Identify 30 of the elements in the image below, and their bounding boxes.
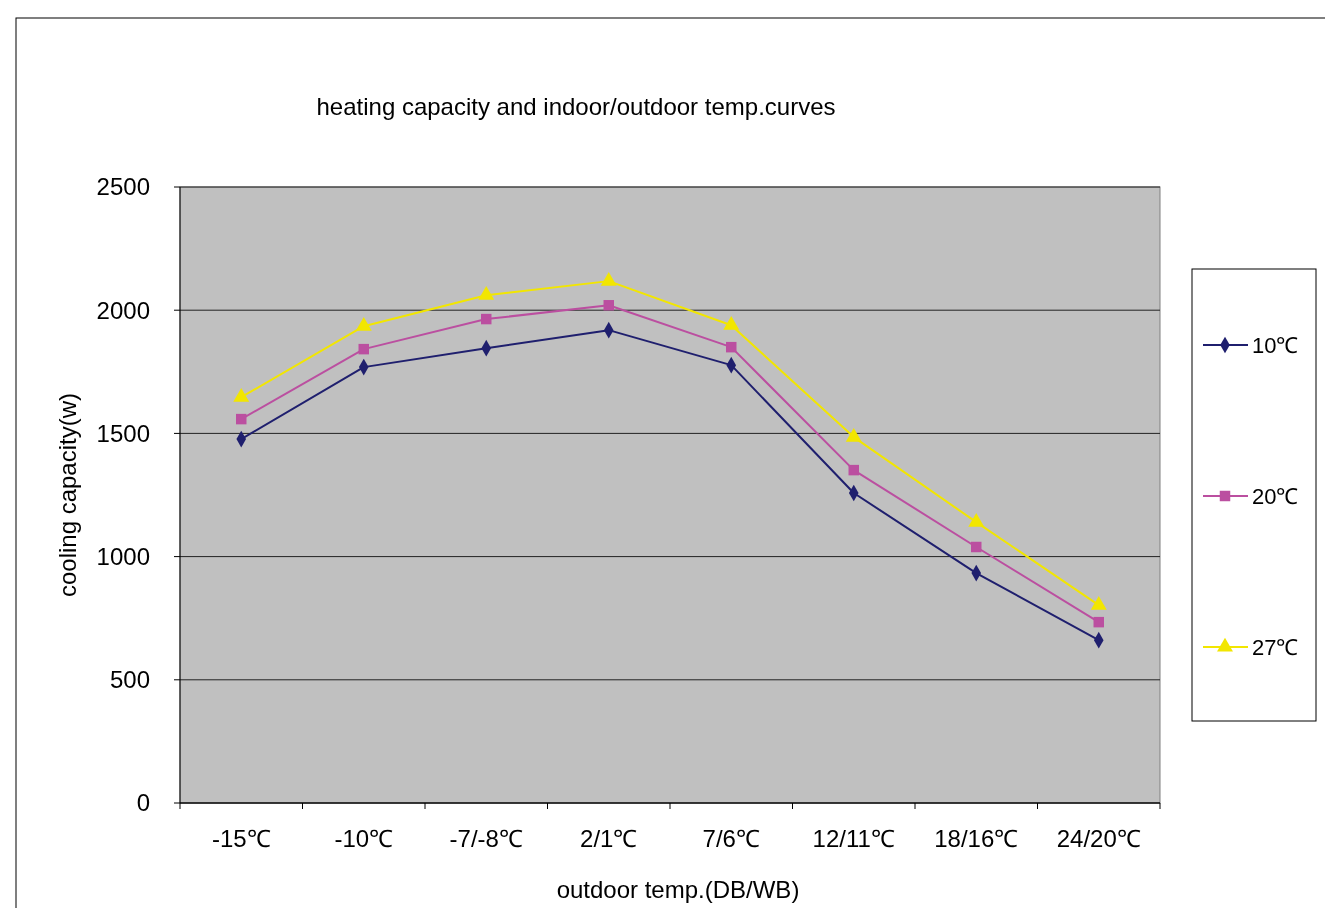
x-tick-label: 12/11℃	[812, 825, 895, 852]
point	[358, 343, 369, 355]
point	[723, 316, 740, 330]
x-tick-label: 2/1℃	[580, 825, 638, 852]
point	[1093, 616, 1104, 628]
y-tick-label: 0	[136, 789, 150, 817]
point	[971, 541, 982, 553]
x-tick-label: -10℃	[334, 825, 394, 852]
legend-label: 27℃	[1252, 634, 1299, 660]
point	[726, 341, 737, 353]
x-tick-label: -7/-8℃	[449, 825, 523, 852]
point	[848, 464, 859, 476]
y-tick-label: 2000	[96, 296, 150, 324]
point	[236, 413, 247, 425]
x-tick-label: -15℃	[211, 825, 271, 852]
x-tick-label: 7/6℃	[702, 825, 760, 852]
point	[481, 313, 492, 325]
x-tick-label: 18/16℃	[934, 825, 1019, 852]
y-tick-label: 1500	[96, 419, 150, 447]
legend-label: 20℃	[1252, 483, 1299, 509]
x-tick-label: 24/20℃	[1056, 825, 1141, 852]
legend-label: 10℃	[1252, 332, 1299, 358]
point	[603, 300, 614, 311]
y-tick-label: 1000	[96, 543, 150, 570]
x-axis-title: outdoor temp.(DB/WB)	[556, 876, 800, 903]
chart-title: heating capacity and indoor/outdoor temp.curves	[316, 93, 836, 120]
point	[355, 317, 372, 331]
y-axis-title: cooling capacity(w)	[54, 392, 81, 598]
y-tick-label: 500	[109, 666, 150, 694]
y-tick-label: 2500	[96, 173, 150, 201]
